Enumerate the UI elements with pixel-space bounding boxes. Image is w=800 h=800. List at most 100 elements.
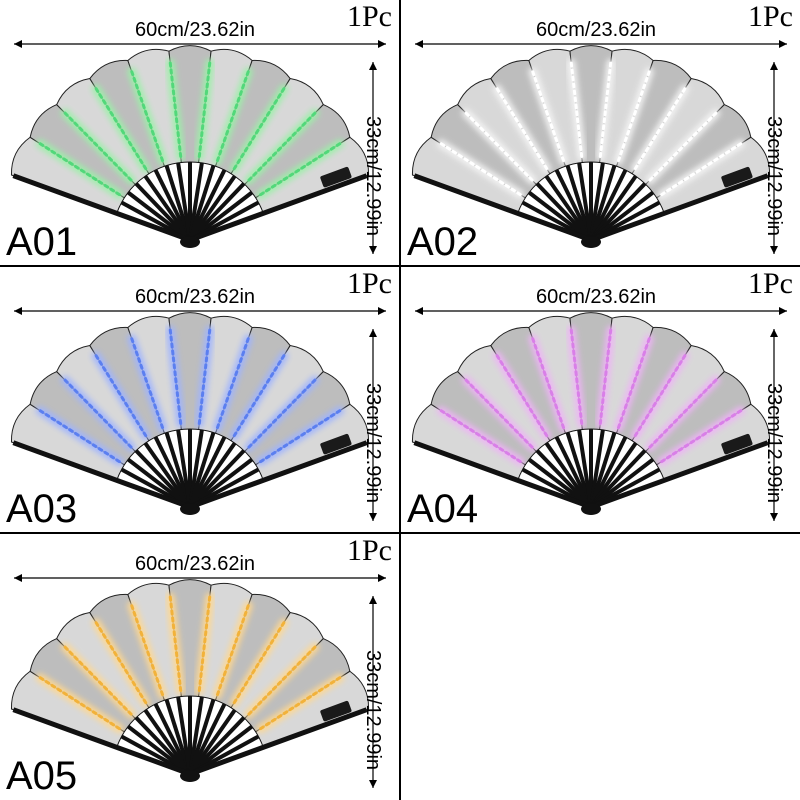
grid-divider-horizontal-1 (0, 265, 800, 267)
fan-body (10, 312, 370, 515)
led-strip (531, 70, 566, 163)
fan-panel (253, 136, 370, 215)
arrow-head-left (14, 307, 22, 315)
arrow-head-left (14, 40, 22, 48)
fan-panel (253, 403, 370, 482)
arrow-head-bottom (770, 246, 778, 254)
product-cell-a03[interactable]: 60cm/23.62in 33cm/12.99in 1Pc A03 (0, 267, 398, 531)
battery-box (721, 433, 753, 455)
arrow-head-top (770, 329, 778, 337)
led-strip (38, 142, 121, 197)
arrow-head-bottom (369, 780, 377, 788)
height-label: 33cm/12.99in (362, 115, 384, 237)
led-strip (168, 328, 183, 426)
led-strip (259, 142, 342, 197)
fan-guard-right (189, 173, 368, 243)
led-strip (38, 409, 121, 464)
fan-pivot (581, 236, 601, 248)
led-strip (197, 595, 212, 693)
led-strip (63, 111, 133, 182)
quantity-label: 1Pc (347, 0, 392, 33)
battery-box (320, 433, 352, 455)
product-cell-a04[interactable]: 60cm/23.62in 33cm/12.99in 1Pc A04 (401, 267, 799, 531)
led-strip (660, 142, 743, 197)
product-code: A04 (407, 487, 479, 531)
arrow-head-right (779, 307, 787, 315)
fan-guard-left (12, 707, 191, 777)
led-fan-image (411, 40, 787, 254)
led-strip (38, 676, 121, 731)
led-strip (439, 142, 522, 197)
product-code: A01 (6, 220, 78, 264)
led-strip (247, 111, 317, 182)
quantity-label: 1Pc (347, 534, 392, 567)
product-code: A02 (407, 220, 479, 264)
fan-guard-left (12, 440, 191, 510)
product-cell-a02[interactable]: 60cm/23.62in 33cm/12.99in 1Pc A02 (401, 0, 799, 264)
led-strip (633, 354, 687, 438)
grid-divider-vertical (399, 0, 401, 800)
arrow-head-top (369, 329, 377, 337)
led-fan-image (10, 40, 386, 254)
fan-body (411, 312, 771, 515)
led-strip (569, 328, 584, 426)
led-fan-image (10, 307, 386, 521)
fan-pivot (180, 236, 200, 248)
arrow-head-right (378, 307, 386, 315)
led-strip (247, 645, 317, 716)
led-strip (259, 409, 342, 464)
led-strip (63, 645, 133, 716)
led-strip (215, 604, 250, 697)
fan-guard-right (590, 440, 769, 510)
led-strip (197, 328, 212, 426)
led-strip (130, 337, 165, 430)
arrow-head-left (14, 574, 22, 582)
arrow-head-bottom (369, 246, 377, 254)
led-strip (215, 337, 250, 430)
led-strip (232, 621, 286, 705)
arrow-head-right (378, 574, 386, 582)
led-strip (495, 354, 549, 438)
arrow-head-right (378, 40, 386, 48)
height-label: 33cm/12.99in (763, 115, 785, 237)
led-strip (616, 70, 651, 163)
product-cell-a01[interactable]: 60cm/23.62in 33cm/12.99in 1Pc A01 (0, 0, 398, 264)
led-strip (94, 354, 148, 438)
led-strip (168, 595, 183, 693)
led-strip (616, 337, 651, 430)
arrow-head-top (369, 62, 377, 70)
battery-box (320, 166, 352, 188)
led-strip (660, 409, 743, 464)
led-strip (63, 378, 133, 449)
fan-guard-right (189, 707, 368, 777)
product-cell-a05[interactable]: 60cm/23.62in 33cm/12.99in 1Pc A05 (0, 534, 398, 798)
led-strip (168, 61, 183, 159)
quantity-label: 1Pc (347, 267, 392, 300)
led-strip (531, 337, 566, 430)
fan-guard-left (12, 173, 191, 243)
arrow-head-left (415, 40, 423, 48)
led-strip (439, 409, 522, 464)
led-strip (94, 621, 148, 705)
led-strip (232, 354, 286, 438)
quantity-label: 1Pc (748, 267, 793, 300)
width-label: 60cm/23.62in (134, 286, 256, 308)
width-label: 60cm/23.62in (134, 19, 256, 41)
fan-pivot (180, 503, 200, 515)
led-strip (464, 111, 534, 182)
arrow-head-left (415, 307, 423, 315)
product-code: A03 (6, 487, 78, 531)
width-label: 60cm/23.62in (535, 19, 657, 41)
arrow-head-bottom (369, 513, 377, 521)
grid-divider-horizontal-2 (0, 532, 800, 534)
fan-guard-right (189, 440, 368, 510)
led-fan-image (10, 574, 386, 788)
height-label: 33cm/12.99in (763, 382, 785, 504)
arrow-head-bottom (770, 513, 778, 521)
led-strip (197, 61, 212, 159)
led-strip (247, 378, 317, 449)
fan-body (10, 45, 370, 248)
arrow-head-top (770, 62, 778, 70)
fan-guard-right (590, 173, 769, 243)
